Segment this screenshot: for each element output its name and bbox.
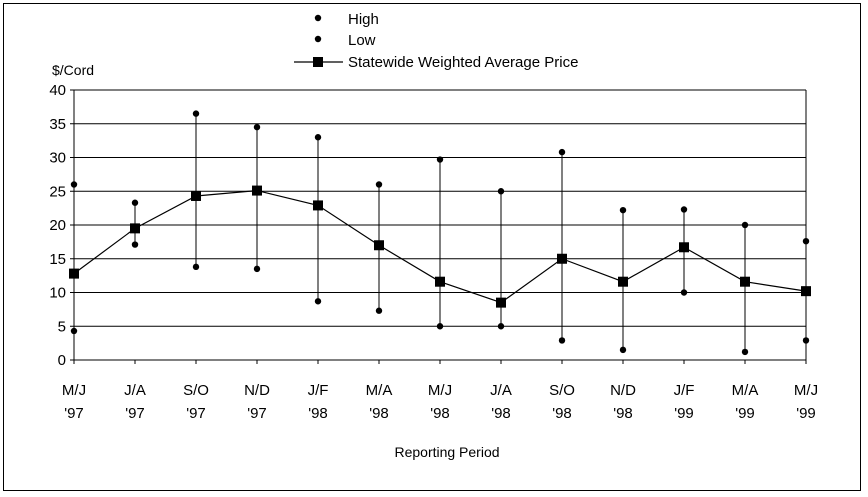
average-point-0 xyxy=(69,268,79,279)
average-point-4 xyxy=(313,200,323,211)
x-tick-label-period-2: S/O xyxy=(183,382,209,399)
average-point-11 xyxy=(740,276,750,287)
markers xyxy=(69,110,811,356)
x-tick-label-year-11: '99 xyxy=(735,405,755,422)
x-tick-label-period-10: J/F xyxy=(674,382,695,399)
low-point-3 xyxy=(253,265,261,273)
high-point-11 xyxy=(741,221,749,229)
high-point-2 xyxy=(192,110,200,117)
low-point-9 xyxy=(619,346,627,354)
x-tick-label-year-2: '97 xyxy=(186,405,206,422)
average-point-10 xyxy=(679,242,689,253)
x-tick-label-period-7: J/A xyxy=(490,382,512,399)
x-tick-label-year-1: '97 xyxy=(125,405,145,422)
high-point-10 xyxy=(680,206,688,213)
low-point-2 xyxy=(192,263,200,271)
average-point-5 xyxy=(374,240,384,251)
low-point-4 xyxy=(314,298,322,305)
axes xyxy=(70,89,807,364)
y-tick-label-0: 0 xyxy=(58,352,66,369)
x-tick-label-period-0: M/J xyxy=(62,382,86,399)
x-axis-title: Reporting Period xyxy=(394,444,499,460)
average-point-7 xyxy=(496,297,506,308)
low-point-1 xyxy=(131,241,139,248)
x-tick-label-year-9: '98 xyxy=(613,405,633,422)
x-tick-label-year-4: '98 xyxy=(308,405,328,422)
high-point-4 xyxy=(314,134,322,141)
x-tick-labels: M/J '97 J/A '97 S/O '97 N/D '97 J/F '98 M/A '98 M/J '… xyxy=(62,382,818,422)
x-tick-label-year-12: '99 xyxy=(796,405,816,422)
y-tick-label-35: 35 xyxy=(49,116,66,133)
x-tick-label-period-8: S/O xyxy=(549,382,575,399)
chart-frame xyxy=(3,3,861,491)
high-point-9 xyxy=(619,206,627,214)
legend-label-high: High xyxy=(348,11,379,28)
average-point-6 xyxy=(435,276,445,287)
y-tick-label-5: 5 xyxy=(58,318,66,335)
high-point-3 xyxy=(253,123,261,131)
low-point-6 xyxy=(436,323,444,330)
legend: High Low Statewide Weighted Average Price xyxy=(294,11,578,71)
high-point-12 xyxy=(802,238,810,245)
x-tick-label-period-5: M/A xyxy=(366,382,393,399)
high-point-5 xyxy=(375,181,383,188)
x-tick-label-year-5: '98 xyxy=(369,405,389,422)
low-point-10 xyxy=(680,289,688,296)
y-tick-label-20: 20 xyxy=(49,217,66,234)
x-tick-label-year-0: '97 xyxy=(64,405,84,422)
y-tick-label-30: 30 xyxy=(49,150,66,167)
x-tick-label-period-4: J/F xyxy=(308,382,329,399)
x-tick-label-year-10: '99 xyxy=(674,405,694,422)
y-tick-label-10: 10 xyxy=(49,285,66,302)
y-tick-labels: 0 5 10 15 20 25 30 35 40 xyxy=(49,82,66,369)
x-tick-label-period-1: J/A xyxy=(124,382,146,399)
x-tick-label-year-8: '98 xyxy=(552,405,572,422)
high-point-8 xyxy=(558,148,566,156)
y-axis-title: $/Cord xyxy=(52,62,94,78)
average-point-9 xyxy=(618,276,628,287)
average-point-1 xyxy=(130,223,140,234)
legend-marker-average xyxy=(313,57,323,67)
legend-marker-high xyxy=(314,14,322,22)
average-point-8 xyxy=(557,253,567,264)
x-tick-label-period-12: M/J xyxy=(794,382,818,399)
high-low-range-lines xyxy=(73,113,807,352)
average-point-3 xyxy=(252,185,262,196)
average-point-2 xyxy=(191,190,201,201)
legend-label-average: Statewide Weighted Average Price xyxy=(348,54,578,71)
high-point-1 xyxy=(131,199,139,206)
high-point-7 xyxy=(497,188,505,195)
low-point-7 xyxy=(497,323,505,330)
low-point-12 xyxy=(802,337,810,344)
x-tick-label-year-7: '98 xyxy=(491,405,511,422)
y-tick-label-40: 40 xyxy=(49,82,66,99)
low-point-0 xyxy=(70,327,78,335)
high-point-0 xyxy=(70,181,78,188)
average-point-12 xyxy=(801,286,811,297)
legend-label-low: Low xyxy=(348,32,376,49)
low-point-5 xyxy=(375,307,383,314)
y-tick-label-25: 25 xyxy=(49,183,66,200)
low-point-8 xyxy=(558,337,566,344)
x-tick-label-period-6: M/J xyxy=(428,382,452,399)
x-tick-label-period-9: N/D xyxy=(610,382,636,399)
x-tick-label-period-11: M/A xyxy=(732,382,759,399)
y-tick-label-15: 15 xyxy=(49,251,66,268)
low-point-11 xyxy=(741,348,749,356)
x-tick-label-period-3: N/D xyxy=(244,382,270,399)
x-tick-label-year-3: '97 xyxy=(247,405,267,422)
high-point-6 xyxy=(436,156,444,163)
x-tick-label-year-6: '98 xyxy=(430,405,450,422)
legend-marker-low xyxy=(314,35,322,43)
